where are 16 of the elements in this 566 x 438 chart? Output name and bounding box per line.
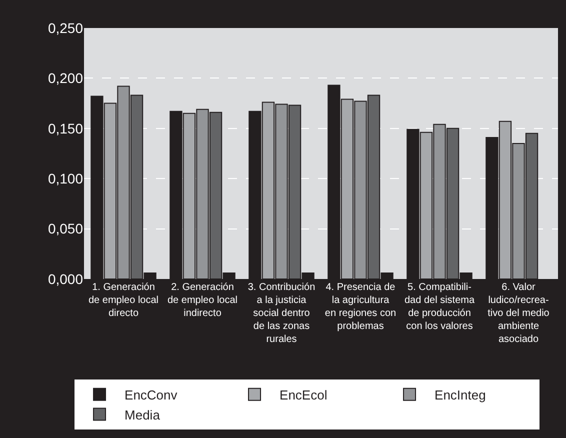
y-tick-label: 0,000	[48, 270, 84, 287]
x-tick-label: 2. Generación de empleo local indirecto	[167, 282, 238, 319]
x-tick-label: 4. Presencia de la agricultura en regiones con problemas	[324, 282, 396, 332]
y-tick-label: 0,100	[48, 170, 84, 186]
y-tick-label: 0,200	[48, 70, 84, 86]
x-tick-label: 3. Contribución a la justicia social dentro de las zonas rurales	[248, 282, 316, 345]
legend-label: Media	[124, 407, 161, 422]
y-tick-label: 0,150	[48, 120, 84, 136]
x-tick-label: 6. Valor ludico/recrea-tivo del medio ambiente asociado	[488, 282, 550, 345]
x-tick-label: 1. Generación de empleo local directo	[88, 282, 159, 319]
y-tick-label: 0,250	[48, 20, 84, 36]
legend-label: EncConv	[124, 387, 178, 402]
x-tick-label: 5. Compatibili-dad del sistema de producción con los valores	[404, 282, 475, 332]
legend-label: EncEcol	[280, 387, 328, 402]
y-tick-label: 0,050	[48, 220, 84, 237]
legend-label: EncInteg	[434, 387, 486, 402]
